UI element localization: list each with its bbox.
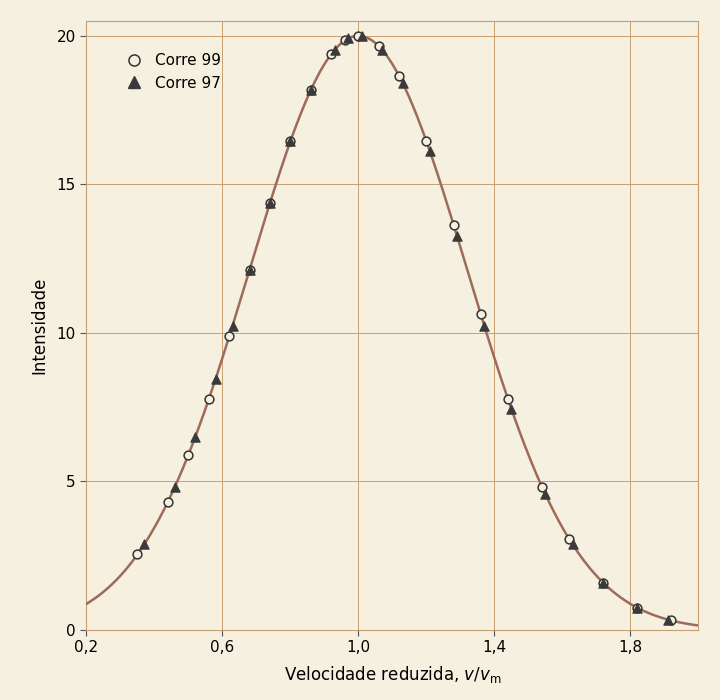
Point [540,489,552,500]
Point [353,30,364,41]
Point [503,393,514,405]
Point [665,615,677,626]
Point [189,431,201,442]
Point [393,71,405,82]
Legend: Corre 99, Corre 97: Corre 99, Corre 97 [112,47,228,97]
X-axis label: Velocidade reduzida, $v/v_{\mathrm{m}}$: Velocidade reduzida, $v/v_{\mathrm{m}}$ [284,664,501,685]
Point [397,77,408,88]
Point [210,373,221,384]
Point [132,549,143,560]
Point [305,85,317,96]
Point [339,35,351,46]
Point [264,197,276,209]
Point [244,264,256,275]
Point [598,577,609,588]
Point [448,219,459,230]
Point [662,614,674,625]
Point [203,393,215,405]
Point [598,577,609,588]
Point [373,41,384,52]
Point [138,539,150,550]
Point [631,602,643,613]
Point [325,48,337,60]
Point [169,482,181,493]
Point [264,197,276,209]
Point [162,496,174,507]
Point [223,331,235,342]
Point [284,136,296,147]
Point [475,309,487,320]
Point [478,320,490,331]
Point [356,31,367,42]
Point [451,230,463,241]
Point [505,403,517,414]
Point [305,85,317,96]
Point [284,136,296,147]
Point [420,136,432,147]
Point [329,44,341,55]
Point [424,146,436,157]
Point [377,44,388,55]
Point [343,33,354,44]
Point [536,482,548,493]
Point [631,602,643,613]
Point [183,449,194,461]
Point [564,533,575,545]
Y-axis label: Intensidade: Intensidade [30,276,48,374]
Point [567,539,578,550]
Point [244,264,256,275]
Point [227,320,238,331]
